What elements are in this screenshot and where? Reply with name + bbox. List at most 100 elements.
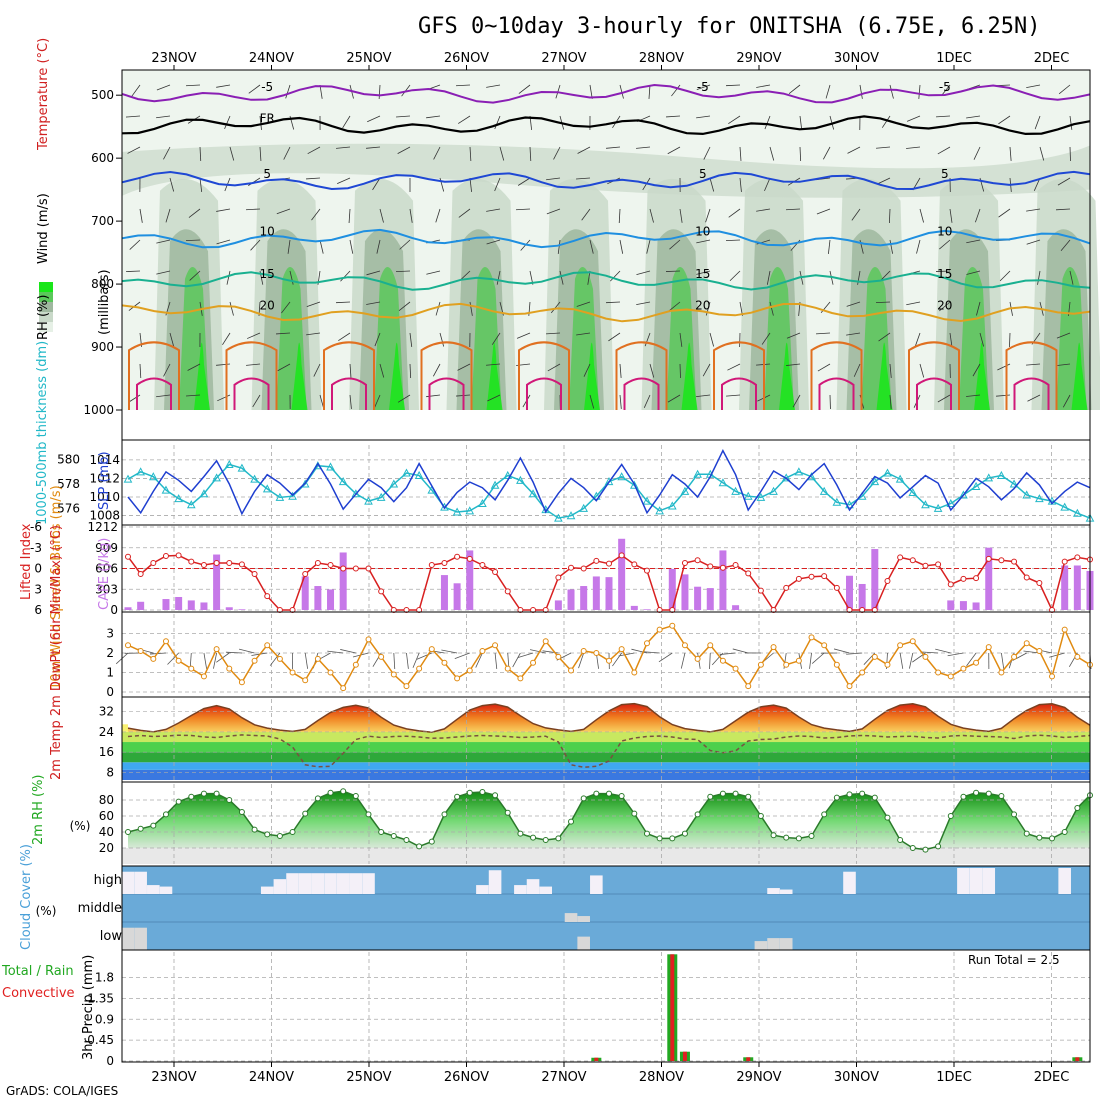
isotherm-25-loop <box>713 341 765 410</box>
pressure-tick-label: 600 <box>91 151 114 165</box>
isotherm-label: 15 <box>695 267 710 281</box>
rh-floor <box>122 848 1090 864</box>
wind-barb <box>491 332 501 345</box>
date-axis-top: 23NOV 24NOV 25NOV 26NOV 27NOV 28NOV 29NOV 30NOV… <box>151 51 1069 70</box>
wind-barb <box>366 270 381 276</box>
wind-barb <box>949 332 953 347</box>
wind-barb <box>888 208 891 224</box>
wind-speed-series-point <box>251 657 258 664</box>
upper-air-ylabel-units: (millibars) <box>97 269 112 335</box>
isotherm-label: 5 <box>699 167 707 181</box>
thickness-series-point <box>832 497 842 506</box>
wind-barb <box>906 115 921 122</box>
thickness-series-point <box>148 472 158 481</box>
wind-barb <box>199 146 202 162</box>
wind-barb <box>185 239 201 241</box>
lifted-index-series-point <box>732 562 739 569</box>
wind-barb <box>846 301 861 307</box>
wind-barb <box>139 208 143 223</box>
isotherm-line <box>121 115 1091 136</box>
wind-speed-series-point <box>416 665 423 672</box>
wind-barb <box>792 394 801 408</box>
wind-barb <box>125 270 141 273</box>
date-label-top: 23NOV <box>151 51 196 66</box>
wind-barb <box>487 394 501 402</box>
credit-text: GrADS: COLA/IGES <box>6 1084 118 1098</box>
wind-barb <box>518 84 531 94</box>
wind-speed-series-point <box>504 665 511 672</box>
thickness-series-point <box>161 485 171 494</box>
thickness-series-point <box>503 470 513 479</box>
wind-barb <box>666 115 681 118</box>
wind-barb <box>1034 115 1041 130</box>
thickness-series-point <box>554 513 563 522</box>
lifted-index-series-point <box>757 587 764 594</box>
thickness-series-point <box>731 486 740 495</box>
wind-barb <box>1023 650 1040 654</box>
wind-barb <box>187 363 201 371</box>
cape-li-panel: 1212 -6 909 -3 606 0 303 3 0 6 <box>30 520 1094 617</box>
rh-plume <box>876 342 893 410</box>
cape-bar <box>1073 565 1081 610</box>
wind-barb <box>131 84 141 97</box>
wind-speed-series-point <box>200 673 207 680</box>
wind-barb <box>512 652 521 668</box>
thickness-series-point <box>326 462 335 471</box>
wind-barb <box>648 84 651 99</box>
wind-barb <box>589 239 594 254</box>
wind-speed-series-point <box>466 667 473 674</box>
wind-barb <box>127 146 141 154</box>
lifted-index-series-point <box>327 562 334 569</box>
thickness-series-point <box>288 491 297 500</box>
wind-barb <box>546 177 561 181</box>
cape-bar <box>959 601 967 610</box>
wind-barb <box>250 239 261 251</box>
wind-speed-series-point <box>1049 673 1056 680</box>
isotherm-label: 5 <box>941 167 949 181</box>
temperature-fill <box>128 703 1090 732</box>
wind-barb <box>966 239 981 244</box>
wind-barb <box>337 177 351 185</box>
cape-bar <box>706 588 714 610</box>
wind-barb <box>378 84 381 99</box>
cape-bar <box>238 609 246 610</box>
cloud-bar-high <box>134 871 147 894</box>
rh-series-point <box>479 789 486 795</box>
wind-barb <box>612 652 622 667</box>
wind-barb <box>1037 270 1041 285</box>
lifted-index-series-point <box>441 559 448 566</box>
wind-barb <box>129 239 141 250</box>
wind-speed-series-point <box>808 634 815 641</box>
rh-series-point <box>947 813 954 819</box>
thickness-series-point <box>212 473 221 482</box>
rh-series-point <box>656 835 663 842</box>
isotherm-line <box>121 271 1091 291</box>
rh-series-point <box>631 810 638 817</box>
lifted-index-series-point <box>125 553 131 560</box>
rh-series-point <box>707 793 714 800</box>
rh-series-point <box>340 788 347 795</box>
lifted-index-series-point <box>454 553 461 560</box>
wind-speed-series-point <box>643 640 650 647</box>
wind-barb <box>559 270 564 285</box>
thickness-series-point <box>262 484 272 493</box>
cloud-bar-high <box>298 873 312 894</box>
thickness-series-point <box>617 472 626 481</box>
wind-barb <box>649 363 655 378</box>
precip-convective-bar <box>746 1057 751 1061</box>
temp-ylabel: 2m Temp 2m DewPt (6hr Min/Max) (°C) <box>49 525 64 780</box>
wind-speed-series-point <box>137 648 144 655</box>
wind-barb <box>229 146 235 161</box>
precip-ylabel: 3hr Precip (mm) <box>81 955 96 1060</box>
wind-barb <box>728 208 741 218</box>
wind-barb <box>975 208 981 223</box>
cape-bar <box>605 577 613 610</box>
wind-barb <box>889 394 892 409</box>
cloud-bar-high <box>969 868 983 894</box>
cape-bar <box>327 589 335 610</box>
cape-bar <box>858 583 866 610</box>
cape-tick-label: 303 <box>95 582 118 596</box>
wind-speed-series-point <box>238 679 245 686</box>
wind-barb <box>966 652 977 667</box>
lifted-index-series-point <box>998 557 1005 564</box>
